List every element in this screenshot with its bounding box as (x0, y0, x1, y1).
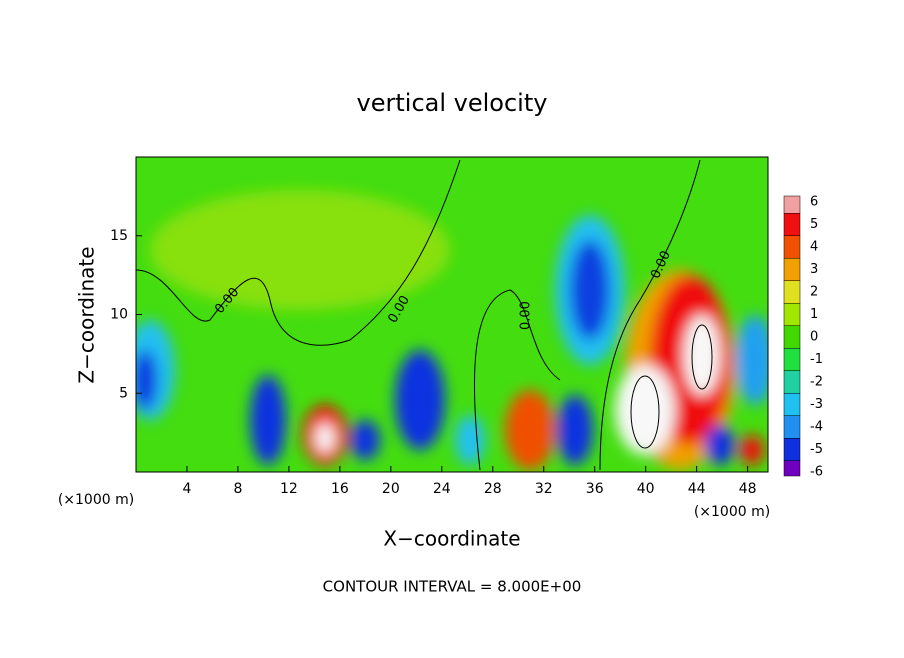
x-unit: (×1000 m) (58, 492, 134, 508)
footer-note: CONTOUR INTERVAL = 8.000E+00 (323, 578, 582, 596)
x-tick-label: 40 (637, 481, 655, 497)
colorbar-label: 2 (810, 285, 818, 300)
x-tick-label: 4 (183, 481, 192, 497)
x-tick-label: 16 (331, 481, 349, 497)
colorbar-swatch (783, 438, 801, 461)
y-tick-label: 5 (119, 385, 128, 401)
x-tick-label: 12 (280, 481, 298, 497)
colorbar-label: 0 (810, 330, 818, 345)
contour-label: 0.00 (519, 301, 534, 330)
colorbar-swatch (783, 213, 801, 236)
colorbar-swatch (783, 303, 801, 326)
colorbar-label: 4 (810, 240, 818, 255)
x-axis-label: X−coordinate (383, 527, 520, 551)
colorbar-label: -6 (810, 465, 823, 480)
colorbar-label: 3 (810, 262, 818, 277)
x-tick-label: 32 (535, 481, 553, 497)
x-tick-label: 36 (586, 481, 604, 497)
colorbar-swatch (783, 370, 801, 394)
colorbar-swatch (783, 280, 801, 304)
y-axis-label: Z−coordinate (75, 246, 99, 383)
y-tick-label: 15 (110, 228, 128, 244)
colorbar-swatch (783, 195, 801, 214)
x-tick-label: 44 (688, 481, 706, 497)
x-tick-label: 28 (484, 481, 502, 497)
x-tick-label: 24 (433, 481, 451, 497)
x-tick-label: 20 (382, 481, 400, 497)
colorbar-swatch (783, 235, 801, 259)
colorbar-label: -3 (810, 397, 823, 412)
x-tick-label: 48 (739, 481, 757, 497)
colorbar-swatch (783, 258, 801, 281)
colorbar-swatch (783, 325, 801, 349)
colorbar-swatch (783, 415, 801, 439)
colorbar-label: -4 (810, 420, 823, 435)
x-unit: (×1000 m) (694, 504, 770, 520)
colorbar-swatch (783, 460, 801, 477)
chart-title: vertical velocity (357, 89, 548, 117)
colorbar-label: -2 (810, 375, 823, 390)
colorbar-label: 5 (810, 217, 818, 232)
y-tick-label: 10 (110, 307, 128, 323)
x-tick-label: 8 (233, 481, 242, 497)
colorbar-label: 1 (810, 307, 818, 322)
colorbar-label: -1 (810, 352, 823, 367)
colorbar-swatch (783, 393, 801, 416)
colorbar-label: 6 (810, 195, 818, 210)
colorbar-swatch (783, 348, 801, 371)
field (136, 157, 768, 472)
colorbar-label: -5 (810, 442, 823, 457)
